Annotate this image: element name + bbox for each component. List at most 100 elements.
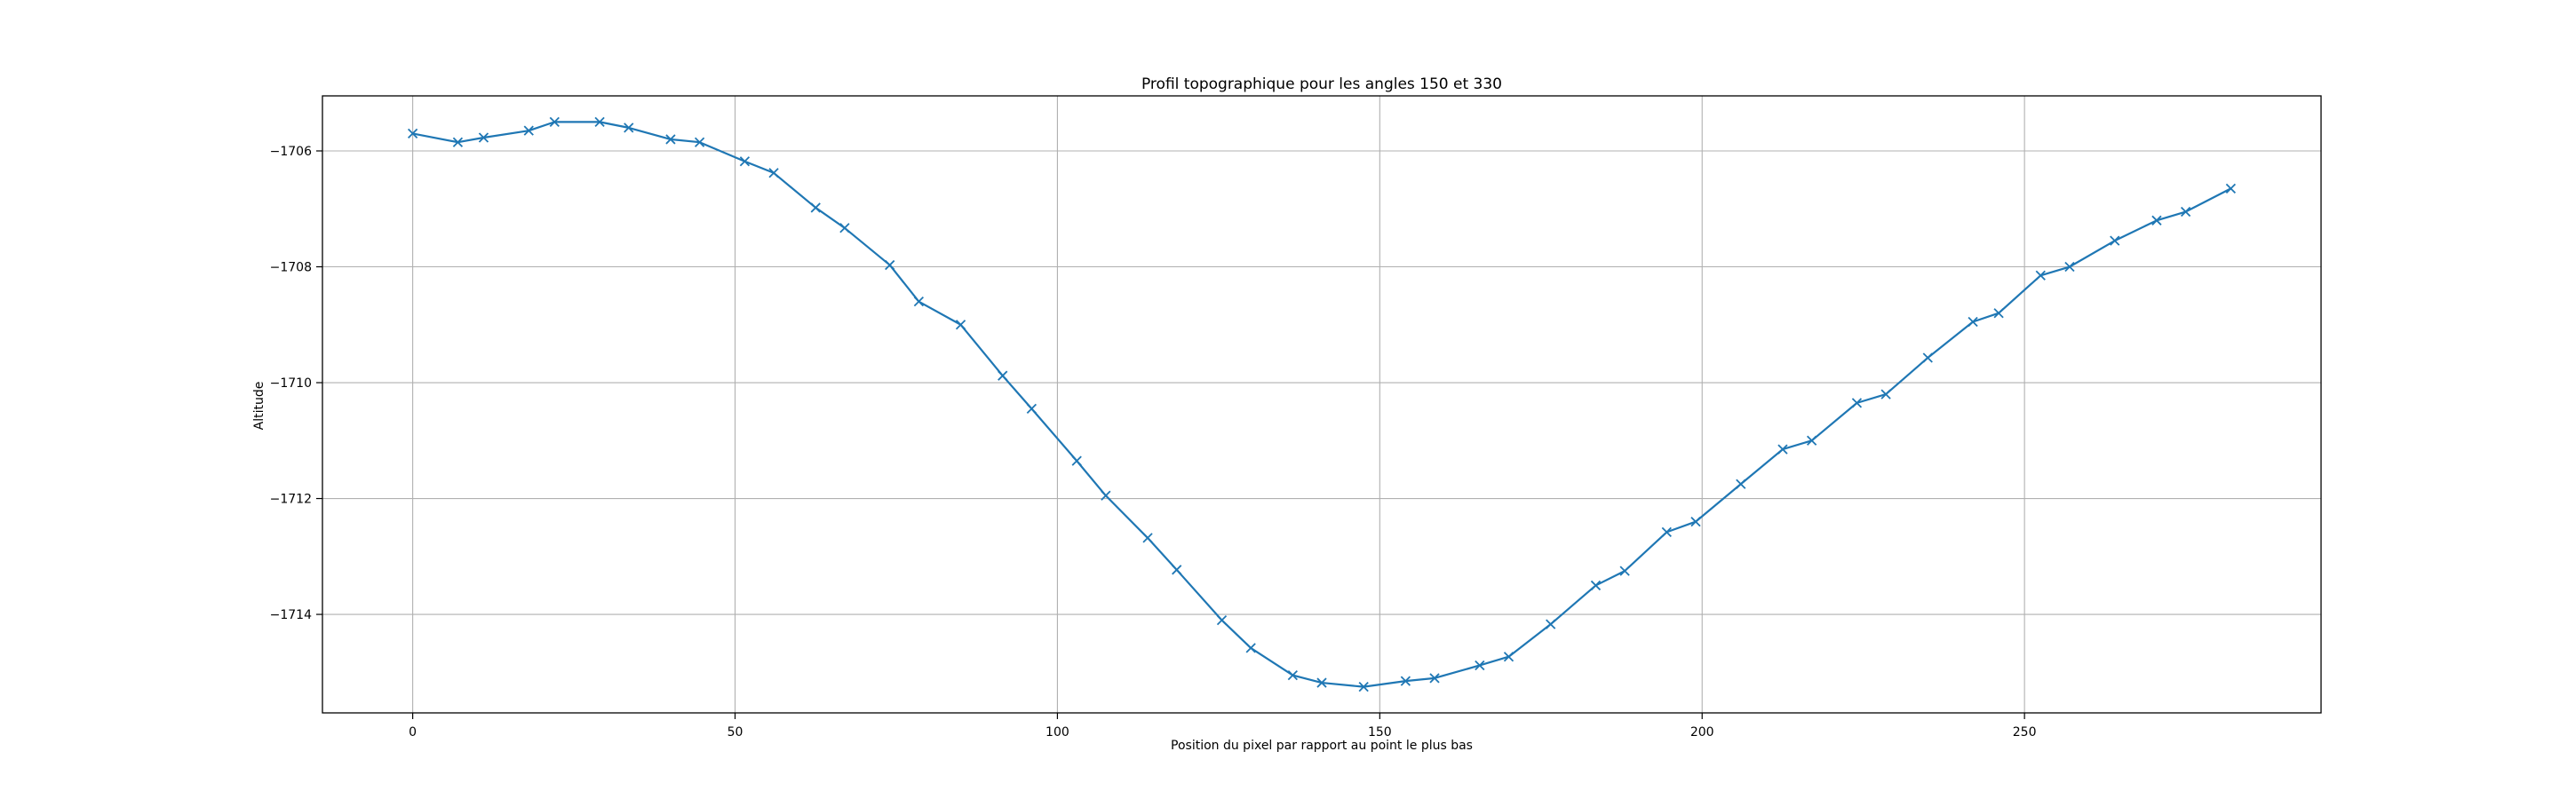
- y-axis-label: Altitude: [252, 382, 266, 431]
- marker-stroke: [1101, 490, 1111, 501]
- axes-layer: 0 50 100 150 200 250 −1714 −1712 −1710 −1708 −1706: [270, 95, 2322, 740]
- marker-stroke: [1503, 652, 1515, 662]
- data-point-marker: [665, 134, 676, 145]
- marker-stroke: [452, 137, 464, 147]
- marker-stroke: [955, 320, 966, 330]
- marker-stroke: [1590, 580, 1602, 591]
- plot-frame: [322, 95, 2322, 714]
- data-point-marker: [1880, 389, 1891, 400]
- data-point-marker: [1429, 673, 1440, 684]
- marker-stroke: [1026, 403, 1038, 415]
- data-point-marker: [1101, 490, 1111, 501]
- marker-stroke: [1922, 352, 1933, 363]
- marker-stroke: [1661, 526, 1672, 538]
- data-point-marker: [2110, 235, 2120, 246]
- marker-stroke: [523, 125, 534, 136]
- y-tick-label: −1714: [270, 608, 312, 622]
- data-point-marker: [1216, 614, 1228, 626]
- marker-stroke: [624, 123, 634, 133]
- marker-stroke: [998, 370, 1008, 381]
- data-point-marker: [1806, 435, 1817, 446]
- marker-stroke: [2180, 206, 2191, 218]
- marker-stroke: [1880, 389, 1891, 400]
- marker-stroke: [1475, 660, 1485, 671]
- marker-stroke: [1358, 681, 1369, 692]
- marker-stroke: [810, 202, 821, 213]
- marker-stroke: [407, 128, 418, 139]
- y-tick-label: −1710: [270, 376, 312, 391]
- marker-stroke: [1806, 435, 1817, 446]
- marker-stroke: [885, 259, 895, 271]
- series-layer: [407, 116, 2237, 692]
- data-point-marker: [1358, 681, 1369, 692]
- marker-stroke: [1777, 444, 1788, 455]
- data-point-marker: [407, 128, 418, 139]
- grid-layer: [322, 96, 2321, 713]
- data-point-marker: [2035, 270, 2046, 281]
- data-point-marker: [913, 297, 925, 307]
- data-point-marker: [810, 202, 821, 213]
- marker-stroke: [1993, 308, 2004, 319]
- marker-stroke: [478, 132, 489, 143]
- marker-stroke: [594, 116, 605, 128]
- data-point-marker: [624, 123, 634, 133]
- data-point-marker: [998, 370, 1008, 381]
- chart-title: Profil topographique pour les angles 150…: [1141, 75, 1502, 93]
- x-axis-label: Position du pixel par rapport au point l…: [1171, 739, 1473, 753]
- x-tick-label: 50: [727, 725, 743, 740]
- data-point-marker: [1287, 669, 1298, 681]
- marker-stroke: [1968, 316, 1978, 328]
- marker-stroke: [1071, 455, 1082, 466]
- y-tick-label: −1712: [270, 493, 312, 507]
- data-point-marker: [1503, 652, 1515, 662]
- data-point-marker: [523, 125, 534, 136]
- data-point-marker: [1475, 660, 1485, 671]
- x-tick-label: 250: [2013, 725, 2037, 740]
- marker-stroke: [1429, 673, 1440, 684]
- marker-stroke: [839, 223, 850, 233]
- data-point-marker: [1851, 398, 1863, 408]
- data-point-marker: [1172, 565, 1182, 575]
- data-point-marker: [2180, 206, 2191, 218]
- y-tick-label: −1706: [270, 145, 312, 159]
- marker-stroke: [2225, 183, 2237, 194]
- x-tick-label: 0: [409, 725, 417, 740]
- data-point-marker: [1142, 533, 1153, 543]
- marker-stroke: [549, 116, 560, 128]
- marker-stroke: [1619, 566, 1630, 576]
- x-tick-label: 150: [1368, 725, 1392, 740]
- marker-stroke: [1287, 669, 1298, 681]
- data-point-marker: [885, 259, 895, 271]
- marker-stroke: [1316, 677, 1327, 688]
- marker-stroke: [665, 134, 676, 145]
- marker-stroke: [1851, 398, 1863, 408]
- data-point-marker: [1316, 677, 1327, 688]
- data-point-marker: [1661, 526, 1672, 538]
- data-point-marker: [1071, 455, 1082, 466]
- data-point-marker: [694, 137, 705, 147]
- data-point-marker: [768, 168, 779, 178]
- marker-stroke: [1546, 619, 1556, 629]
- data-point-marker: [1968, 316, 1978, 328]
- y-tick-label: −1708: [270, 261, 312, 275]
- data-point-marker: [2225, 183, 2237, 194]
- data-point-marker: [1777, 444, 1788, 455]
- marker-stroke: [1172, 565, 1182, 575]
- data-point-marker: [594, 116, 605, 128]
- marker-stroke: [739, 156, 751, 167]
- series-line: [412, 121, 2231, 688]
- data-point-marker: [1619, 566, 1630, 576]
- marker-stroke: [913, 297, 925, 307]
- data-point-marker: [1400, 676, 1411, 686]
- data-point-marker: [839, 223, 850, 233]
- data-point-marker: [478, 132, 489, 143]
- marker-stroke: [2064, 261, 2075, 273]
- data-point-marker: [739, 156, 751, 167]
- marker-stroke: [2035, 270, 2046, 281]
- data-point-marker: [1026, 403, 1038, 415]
- data-point-marker: [1245, 643, 1256, 653]
- data-point-marker: [1690, 517, 1701, 527]
- marker-stroke: [1736, 479, 1746, 489]
